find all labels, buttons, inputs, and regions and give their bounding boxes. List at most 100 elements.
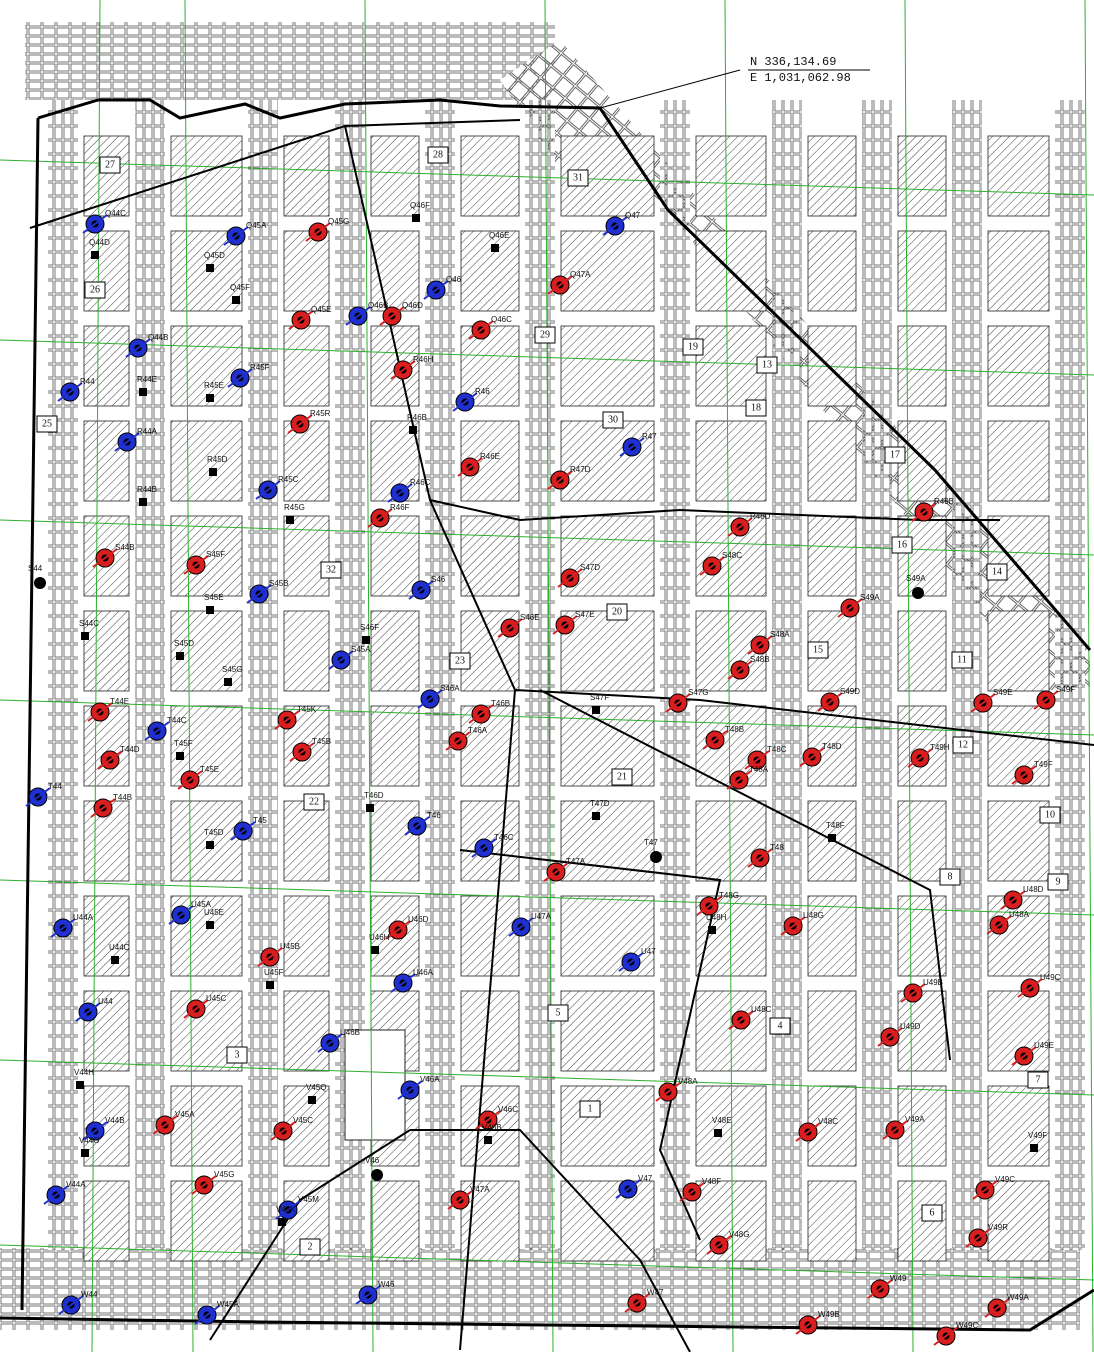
well-label: V46A <box>420 1075 440 1084</box>
well-slash <box>191 1175 217 1195</box>
well-label: W47 <box>647 1288 664 1297</box>
well-label: T45B <box>312 737 331 746</box>
borehole <box>412 214 420 222</box>
borehole <box>206 606 214 614</box>
panel-box <box>921 1204 943 1222</box>
panel-area <box>987 1180 1050 1262</box>
well-slash <box>557 568 583 588</box>
well-slash <box>475 1110 501 1130</box>
well-label: R46E <box>480 452 500 461</box>
boundaries <box>0 69 1094 1352</box>
panel-area <box>897 420 947 502</box>
well-slash <box>552 615 578 635</box>
well-slash <box>986 915 1012 935</box>
grid-line <box>0 699 1094 736</box>
borehole <box>828 834 836 842</box>
borehole-label: S45G <box>222 665 242 674</box>
well-slash <box>817 692 843 712</box>
well-label: S48C <box>722 551 742 560</box>
well-label: R46C <box>410 478 431 487</box>
borehole-label: T46D <box>364 791 384 800</box>
well-slash <box>379 306 405 326</box>
panel-box <box>891 536 913 554</box>
grid-line <box>0 159 1094 196</box>
well-slash <box>387 483 413 503</box>
well-slash <box>87 702 113 722</box>
panel-area <box>83 420 130 502</box>
well-slash <box>965 1228 991 1248</box>
panel-box <box>952 736 974 754</box>
well-label: T45E <box>200 765 219 774</box>
panel-box <box>99 156 121 174</box>
well-slash <box>447 1190 473 1210</box>
well-slash <box>727 660 753 680</box>
well-label: U47 <box>641 947 656 956</box>
borehole <box>111 956 119 964</box>
panel-area <box>987 135 1050 217</box>
borehole <box>286 516 294 524</box>
well-label: V44A <box>66 1180 86 1189</box>
borehole <box>371 946 379 954</box>
well-slash <box>1011 1046 1037 1066</box>
leader-line <box>599 69 741 109</box>
borehole <box>206 394 214 402</box>
well-slash <box>289 742 315 762</box>
panel-area <box>897 135 947 217</box>
well-label: V48G <box>729 1230 749 1239</box>
well-slash <box>423 280 449 300</box>
easting: E 1,031,062.98 <box>750 71 851 85</box>
panel-area <box>370 230 420 312</box>
well-label: R46 <box>475 387 490 396</box>
well-label: T46 <box>427 811 441 820</box>
panel-area <box>283 515 330 597</box>
well-label: V45M <box>298 1195 319 1204</box>
panel-area <box>370 610 420 692</box>
panel-area <box>987 800 1050 882</box>
well-label: S49A <box>860 593 880 602</box>
panel-box <box>1047 873 1069 891</box>
panel-area <box>283 230 330 312</box>
panel-area <box>987 420 1050 502</box>
borehole <box>484 1136 492 1144</box>
entry-strip <box>660 100 690 1250</box>
panel-number: 17 <box>890 449 900 460</box>
borehole-label: T48F <box>826 821 845 830</box>
borehole <box>81 632 89 640</box>
borehole-label: Q46F <box>410 201 430 210</box>
panel-box <box>884 446 906 464</box>
panel-number: 8 <box>948 871 953 882</box>
borehole <box>308 1096 316 1104</box>
well-label: U46D <box>408 915 429 924</box>
borehole <box>76 1081 84 1089</box>
panel-number: 6 <box>930 1207 935 1218</box>
borehole-label: U46H <box>369 933 390 942</box>
boundary <box>0 1288 1094 1332</box>
panel-number: 20 <box>612 606 622 617</box>
well-slash <box>50 918 76 938</box>
well-label: T48C <box>767 745 787 754</box>
panel-number: 26 <box>90 284 100 295</box>
panel-box <box>682 338 704 356</box>
well-slash <box>82 214 108 234</box>
panel-box <box>807 641 829 659</box>
borehole <box>224 678 232 686</box>
borehole-label: S47F <box>590 693 609 702</box>
well-label: V44B <box>105 1116 125 1125</box>
well-slash <box>125 338 151 358</box>
well-slash <box>508 917 534 937</box>
well-label: S47G <box>688 688 708 697</box>
well-label: R46F <box>390 503 410 512</box>
well-label: S49D <box>840 687 860 696</box>
well-label: T45K <box>297 705 317 714</box>
well-label: V45C <box>293 1116 313 1125</box>
panel-number: 16 <box>897 539 907 550</box>
well-label: R49B <box>934 497 954 506</box>
borehole <box>206 841 214 849</box>
well-slash <box>696 896 722 916</box>
well-label: W49B <box>818 1310 840 1319</box>
borehole-label: V46B <box>482 1123 502 1132</box>
well-slash <box>168 905 194 925</box>
boundary <box>20 117 40 1311</box>
